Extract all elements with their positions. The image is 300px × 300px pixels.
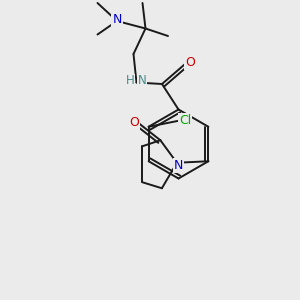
Text: N: N	[174, 159, 183, 172]
Text: H: H	[125, 74, 134, 88]
Text: Cl: Cl	[179, 114, 191, 127]
Text: N: N	[112, 13, 122, 26]
Text: O: O	[129, 116, 139, 129]
Text: O: O	[185, 56, 195, 69]
Text: N: N	[137, 74, 146, 88]
